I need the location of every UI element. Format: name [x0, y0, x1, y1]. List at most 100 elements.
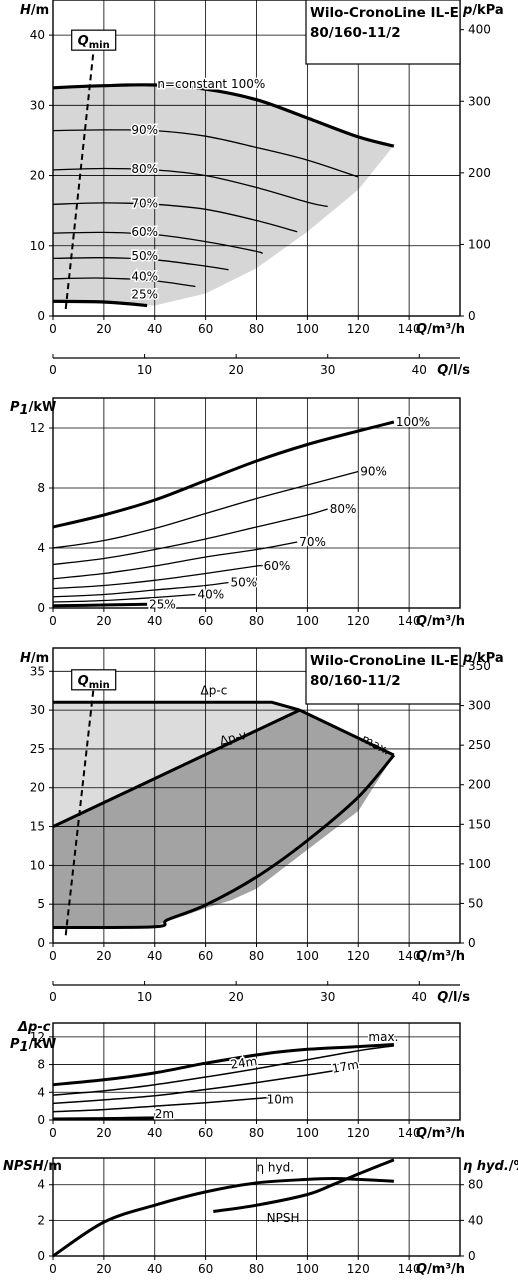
- x-tick-label: 40: [147, 614, 162, 628]
- y-tick-label: 0: [37, 1249, 45, 1263]
- x2-tick-label: 10: [137, 990, 152, 1004]
- qmin-line: [64, 49, 95, 310]
- power-curve: [52, 602, 148, 608]
- power-curve: [52, 581, 229, 598]
- curve-label: 80%: [131, 162, 158, 176]
- y2-tick-label: 200: [468, 166, 491, 180]
- x-tick-label: 0: [49, 1126, 57, 1140]
- y-tick-label: 25: [30, 742, 45, 756]
- x-tick-label: 20: [96, 614, 111, 628]
- curve-label: 25%: [131, 288, 158, 302]
- x-tick-label: 100: [296, 614, 319, 628]
- y-tick-label: 20: [30, 169, 45, 183]
- qmin-label: Qmin: [78, 674, 110, 691]
- power-curve: [52, 1096, 272, 1113]
- power-curve: [52, 508, 328, 566]
- x2-tick-label: 10: [137, 363, 152, 377]
- power-curve: [52, 1116, 155, 1121]
- y-tick-label: 8: [37, 481, 45, 495]
- speed-curve: [52, 202, 298, 233]
- x-axis-title: Q/m³/h: [416, 1262, 465, 1277]
- curve-label: 60%: [264, 559, 291, 573]
- curve-label: 90%: [360, 465, 387, 479]
- x2-tick-label: 30: [320, 363, 335, 377]
- power-curve: [52, 541, 298, 580]
- curve-label: 90%: [131, 123, 158, 137]
- power-curve: [52, 593, 196, 603]
- power-curve: [52, 470, 359, 549]
- x-tick-label: 80: [249, 1262, 264, 1276]
- x-tick-label: 120: [347, 949, 370, 963]
- y2-tick-label: 100: [468, 857, 491, 871]
- y-tick-label: 10: [30, 858, 45, 872]
- speed-curve: [52, 231, 263, 255]
- y2-tick-label: 150: [468, 817, 491, 831]
- x2-tick-label: 30: [320, 990, 335, 1004]
- y-tick-label: 5: [37, 897, 45, 911]
- x2-tick-label: 0: [49, 990, 57, 1004]
- curve-label: 24m: [230, 1054, 259, 1072]
- y2-tick-label: 200: [468, 778, 491, 792]
- x-tick-label: 20: [96, 949, 111, 963]
- y2-tick-label: 300: [468, 699, 491, 713]
- speed-curve: [52, 129, 359, 178]
- y-tick-label: 12: [30, 421, 45, 435]
- npsh-curve: [213, 1158, 395, 1213]
- x-tick-label: 100: [296, 1126, 319, 1140]
- x-tick-label: 120: [347, 322, 370, 336]
- y-tick-label: 15: [30, 820, 45, 834]
- x-tick-label: 80: [249, 949, 264, 963]
- y2-tick-label: 80: [468, 1178, 483, 1192]
- x-tick-label: 40: [147, 1126, 162, 1140]
- x-axis-title: Q/m³/h: [416, 949, 465, 964]
- title-box: [305, 0, 461, 65]
- control-curve: [52, 708, 301, 828]
- power-curve: [52, 1043, 394, 1087]
- x-axis-title: Q/m³/h: [416, 322, 465, 337]
- y-tick-label: 4: [37, 1085, 45, 1099]
- curve-label: η hyd.: [257, 1160, 295, 1174]
- curve-label: Δp-c: [201, 684, 228, 698]
- x-axis-title: Q/m³/h: [416, 614, 465, 629]
- y-tick-label: 2: [37, 1213, 45, 1227]
- x2-tick-label: 40: [412, 990, 427, 1004]
- x-tick-label: 20: [96, 1262, 111, 1276]
- y-tick-label: 0: [37, 936, 45, 950]
- dark-region: [53, 710, 394, 928]
- light-region: [53, 702, 300, 827]
- x-tick-label: 120: [347, 614, 370, 628]
- x2-tick-label: 0: [49, 363, 57, 377]
- x-tick-label: 60: [198, 614, 213, 628]
- y2-tick-label: 400: [468, 23, 491, 37]
- x-tick-label: 80: [249, 1126, 264, 1140]
- qmin-line: [64, 686, 95, 936]
- curve-label: 70%: [299, 535, 326, 549]
- control-curve: [53, 700, 301, 712]
- power-curve: [52, 564, 263, 590]
- y2-axis-title: p/kPa: [462, 651, 504, 666]
- curve-label: 50%: [131, 249, 158, 263]
- x-axis-title: Q/m³/h: [416, 1126, 465, 1141]
- y-tick-label: 0: [37, 601, 45, 615]
- y2-tick-label: 100: [468, 237, 491, 251]
- y-tick-label: 8: [37, 1058, 45, 1072]
- curve-label: 70%: [131, 196, 158, 210]
- x-tick-label: 140: [398, 1126, 421, 1140]
- y-tick-label: 0: [37, 309, 45, 323]
- x-tick-label: 80: [249, 614, 264, 628]
- x-tick-label: 140: [398, 614, 421, 628]
- qmin-box: [71, 29, 117, 51]
- control-curve: [299, 708, 395, 757]
- speed-curve: [52, 277, 196, 288]
- operating-envelope: [53, 84, 394, 306]
- curve-label: 40%: [131, 269, 158, 283]
- speed-curve: [52, 167, 328, 208]
- y-axis-title: H/m: [20, 3, 49, 18]
- x-tick-label: 40: [147, 1262, 162, 1276]
- x-tick-label: 140: [398, 1262, 421, 1276]
- y2-tick-label: 250: [468, 738, 491, 752]
- x2-tick-label: 20: [229, 363, 244, 377]
- y2-tick-label: 40: [468, 1213, 483, 1227]
